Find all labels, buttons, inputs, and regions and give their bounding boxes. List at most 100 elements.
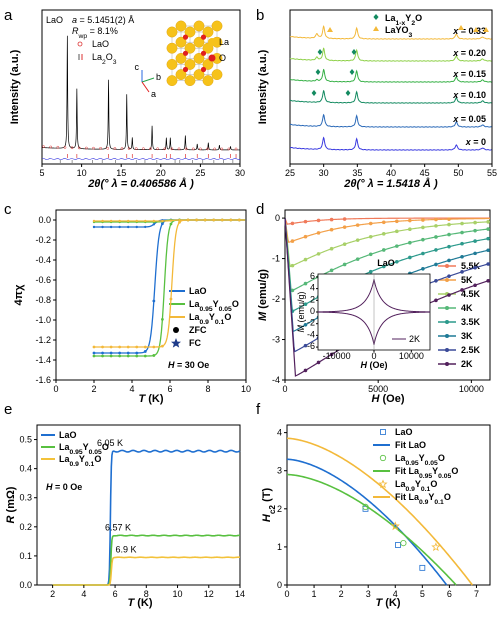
panel-b-triangle-marker — [327, 27, 333, 32]
panel-d-series-point — [447, 222, 451, 227]
panel-c-fc-point — [127, 225, 130, 229]
panel-d-y-tick-label: -1 — [272, 254, 280, 264]
panel-e-label: e — [4, 401, 12, 418]
panel-d-series-point — [342, 262, 347, 267]
panel-c-fc-point — [195, 218, 198, 222]
panel-a-obs-point — [177, 147, 181, 151]
panel-d-series-point — [460, 288, 464, 292]
panel-b-x-tick-label: 55 — [487, 168, 497, 178]
panel-d-series-point — [342, 242, 347, 246]
panel-d-series-point — [368, 234, 373, 239]
panel-b-xlabel: 2θ(° λ = 1.5418 Å ) — [343, 177, 438, 190]
panel-c-zfc-point — [109, 345, 113, 349]
panel-c-zfc-point — [101, 345, 104, 349]
panel-a-legend-o — [208, 54, 216, 62]
panel-d-series-point — [473, 239, 477, 243]
panel-c-legend-fc-label: FC — [189, 338, 201, 348]
panel-e-y-tick-label: 0.5 — [19, 435, 32, 445]
panel-a-obs-point — [199, 147, 202, 151]
panel-f-legend-marker — [380, 429, 386, 435]
panel-a-axis-a-label: a — [151, 89, 156, 99]
panel-e-x-tick-label: 6 — [113, 589, 118, 599]
panel-e-series-line — [52, 556, 241, 586]
panel-a-atom-o — [200, 50, 207, 56]
panel-a-x-tick-label: 5 — [39, 168, 44, 178]
panel-b-label: b — [256, 7, 264, 24]
panel-c-zfc-point — [118, 345, 122, 349]
panel-d-inset-y-tick-label: -2 — [307, 318, 315, 328]
panel-d-legend-label: 2.5K — [461, 345, 481, 355]
panel-e-y-tick-label: 0.1 — [19, 551, 32, 561]
panel-d-series-point — [381, 264, 386, 269]
panel-c-zfc-point — [178, 220, 181, 224]
panel-c-y-tick-label: -1.6 — [35, 375, 51, 385]
panel-f-point — [419, 564, 426, 571]
panel-e-y-tick-label: 0.3 — [19, 493, 32, 503]
panel-c-legend-label: La0.9Y0.1O — [189, 312, 231, 326]
panel-c-legend-fc-marker — [171, 338, 181, 348]
panel-d-legend-label: 5K — [461, 275, 473, 285]
panel-d-series-point — [303, 302, 308, 307]
panel-d-series-point — [421, 237, 425, 242]
panel-a-legend-o-label: O — [219, 53, 226, 63]
panel-a-frame — [41, 9, 241, 165]
panel-e-annotation: H = 0 Oe — [46, 482, 82, 492]
panel-a-x-tick-label: 15 — [116, 168, 126, 178]
panel-d-series-point — [447, 293, 451, 297]
panel-a-atom-o — [200, 66, 207, 73]
panel-d-inset-y-tick-label: 2 — [310, 294, 315, 304]
panel-c-fc-point — [127, 219, 130, 223]
panel-a-obs-point — [184, 147, 188, 151]
panel-d-series-point — [303, 257, 308, 262]
panel-c-x-tick-label: 10 — [241, 384, 251, 394]
panel-b: b x = 0 x = 0.05 x = 0.10 x = 0.15 x = 0.20 x … — [256, 7, 497, 190]
panel-a-x-tick-label: 20 — [156, 168, 166, 178]
panel-b-series-label: x = 0.20 — [452, 48, 486, 58]
panel-e-x-tick-label: 12 — [204, 589, 214, 599]
panel-c-zfc-point — [135, 345, 139, 349]
panel-c-fc-point — [203, 218, 207, 222]
panel-e-x-tick-label: 14 — [235, 589, 245, 599]
panel-f-legend-label: La0.95Y0.05O — [395, 453, 445, 467]
panel-c-fc-point — [118, 225, 121, 229]
panel-d-inset-y-tick-label: -4 — [307, 329, 315, 339]
panel-c-fc-point — [118, 219, 121, 223]
panel-c-fc-point — [92, 225, 96, 229]
panel-d-series-point — [342, 225, 347, 229]
panel-d-series-point — [473, 251, 477, 256]
panel-a-atom-la — [211, 69, 223, 81]
panel-f-point — [395, 542, 401, 548]
panel-d-series-point — [368, 221, 373, 226]
panel-c-fc-point — [161, 219, 164, 223]
panel-f-point — [362, 503, 369, 511]
panel-f-fit-line — [286, 437, 474, 586]
panel-c-fc-point — [152, 223, 156, 226]
panel-d-inset-ylabel: M (emu/g) — [296, 291, 306, 332]
panel-e-series-line — [52, 449, 241, 586]
panel-d-ylabel: M (emu/g) — [257, 269, 269, 321]
panel-d-series-point — [486, 236, 490, 241]
panel-d-series-point — [434, 217, 438, 222]
panel-a-x-tick-label: 25 — [195, 168, 205, 178]
panel-f-xlabel: T (K) — [375, 597, 400, 609]
panel-d-series-point — [303, 343, 308, 348]
panel-c-fc-point — [101, 225, 104, 229]
panel-c-fc-point — [144, 225, 147, 229]
panel-d-legend-label: 4.5K — [461, 289, 481, 299]
panel-c-fc-point — [109, 225, 113, 229]
panel-d-series-point — [381, 220, 386, 225]
panel-d-series-point — [486, 220, 490, 224]
panel-a-obs-point — [106, 147, 110, 150]
panel-d-legend-marker — [445, 306, 449, 310]
panel-d-series-point — [473, 283, 477, 288]
panel-f-y-tick-label: 4 — [277, 428, 282, 438]
panel-c-zfc-point — [169, 222, 173, 226]
panel-a-atom-o — [182, 34, 189, 40]
panel-c-zfc-point — [161, 222, 164, 226]
panel-e-x-tick-label: 10 — [173, 589, 183, 599]
panel-c-annotation: H = 30 Oe — [168, 360, 209, 370]
panel-d-series-point — [303, 322, 308, 327]
panel-d-series-point — [434, 235, 438, 239]
panel-a-obs-point — [191, 147, 195, 151]
panel-c-zfc-point — [126, 351, 130, 355]
